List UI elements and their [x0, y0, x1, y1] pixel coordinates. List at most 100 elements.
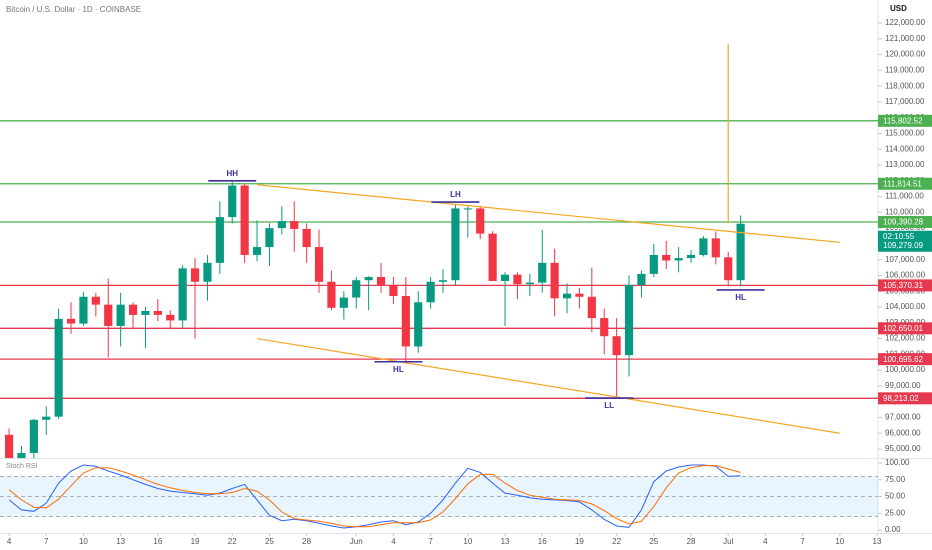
candle-body — [141, 310, 150, 315]
candle-body — [451, 208, 460, 281]
x-tick-label: 7 — [800, 537, 805, 546]
level-label-box — [878, 215, 932, 228]
level-label-box — [878, 279, 932, 292]
y-tick-label: 95,000.00 — [885, 444, 921, 453]
candle-body — [575, 293, 584, 297]
y-tick-label: 115,000.00 — [885, 129, 925, 138]
candle-body — [724, 257, 733, 281]
level-label-box — [878, 114, 932, 127]
candle-body — [66, 318, 76, 324]
level-label: 102,650.01 — [883, 324, 924, 333]
level-label-box — [878, 322, 932, 335]
candle-body — [252, 247, 262, 255]
symbol-title: Bitcoin / U.S. Dollar · 1D · COINBASE — [6, 5, 141, 14]
candle-body — [662, 254, 671, 261]
candle-body — [463, 208, 472, 210]
y-tick-label: 106,000.00 — [885, 271, 926, 280]
level-label-box — [878, 392, 932, 405]
candle-body — [190, 268, 200, 282]
annotation-label: HL — [735, 293, 746, 302]
x-tick-label: 7 — [428, 537, 433, 546]
candle-body — [42, 416, 51, 420]
candle-body — [54, 318, 63, 417]
stoch-pane — [0, 464, 878, 529]
candle-body — [600, 318, 609, 337]
candle-body — [426, 281, 435, 303]
x-tick-label: 10 — [463, 537, 472, 546]
y-tick-label: 100.00 — [885, 458, 910, 467]
y-tick-label: 119,000.00 — [885, 65, 925, 74]
candle-body — [104, 304, 113, 326]
candle-body — [587, 296, 596, 319]
y-tick-label: 96,000.00 — [885, 428, 921, 437]
y-tick-label: 113,000.00 — [885, 160, 925, 169]
candle-body — [699, 238, 708, 255]
candle-body — [29, 419, 38, 453]
candle-body — [327, 281, 336, 308]
candle-body — [153, 310, 162, 315]
x-tick-label: 10 — [79, 537, 88, 546]
level-label-box — [878, 177, 932, 190]
candle-body — [91, 296, 100, 305]
y-tick-label: 0.00 — [885, 525, 901, 534]
x-tick-label: 4 — [391, 537, 396, 546]
x-tick-label: 22 — [228, 537, 237, 546]
annotation-label: LL — [604, 401, 614, 410]
candle-body — [550, 262, 559, 299]
y-tick-label: 75.00 — [885, 475, 906, 484]
y-tick-label: 100,000.00 — [885, 365, 926, 374]
current-price-label: 109,279.09 — [883, 241, 924, 250]
candle-body — [290, 221, 299, 229]
x-tick-label: 13 — [873, 537, 882, 546]
x-tick-label: 22 — [612, 537, 621, 546]
candle-body — [538, 262, 547, 283]
y-tick-label: 97,000.00 — [885, 413, 921, 422]
level-label: 111,814.51 — [883, 179, 922, 188]
y-tick-label: 114,000.00 — [885, 144, 925, 153]
candle-body — [339, 297, 348, 308]
x-tick-label: 28 — [302, 537, 311, 546]
y-tick-label: 118,000.00 — [885, 81, 925, 90]
x-tick-label: 10 — [835, 537, 844, 546]
candle-body — [401, 295, 410, 347]
candle-body — [513, 274, 522, 285]
x-tick-label: 25 — [649, 537, 658, 546]
level-label: 115,802.52 — [883, 116, 923, 125]
stoch-band — [0, 476, 878, 517]
y-tick-label: 121,000.00 — [885, 34, 926, 43]
y-tick-label: 104,000.00 — [885, 302, 926, 311]
candle-body — [562, 293, 572, 299]
x-tick-label: 4 — [7, 537, 12, 546]
x-tick-label: 4 — [763, 537, 768, 546]
candle-body — [376, 277, 386, 285]
candle-body — [116, 304, 125, 326]
candle-body — [637, 273, 646, 285]
candle-body — [352, 280, 361, 298]
x-tick-label: 13 — [116, 537, 125, 546]
candle-body — [649, 254, 658, 274]
y-tick-label: 50.00 — [885, 492, 906, 501]
level-label: 105,370.31 — [883, 281, 924, 290]
candle-body — [736, 223, 745, 281]
candle-body — [525, 282, 534, 285]
x-tick-label: 13 — [501, 537, 510, 546]
trendline — [256, 337, 840, 434]
x-tick-label: Jun — [350, 537, 363, 546]
candle-body — [215, 217, 224, 263]
y-tick-label: 25.00 — [885, 508, 906, 517]
x-tick-label: 7 — [44, 537, 49, 546]
candle-body — [228, 185, 237, 218]
candle-body — [166, 314, 175, 321]
x-tick-label: 19 — [191, 537, 200, 546]
candle-body — [79, 296, 88, 324]
x-tick-label: 16 — [153, 537, 162, 546]
annotation-label: HL — [393, 365, 404, 374]
y-tick-label: 117,000.00 — [885, 97, 925, 106]
candle-body — [500, 274, 510, 281]
y-tick-label: 99,000.00 — [885, 381, 921, 390]
stoch-line — [8, 464, 741, 529]
current-price-box — [878, 230, 932, 252]
y-tick-label: 110,000.00 — [885, 207, 925, 216]
annotation-label: LH — [450, 190, 461, 199]
